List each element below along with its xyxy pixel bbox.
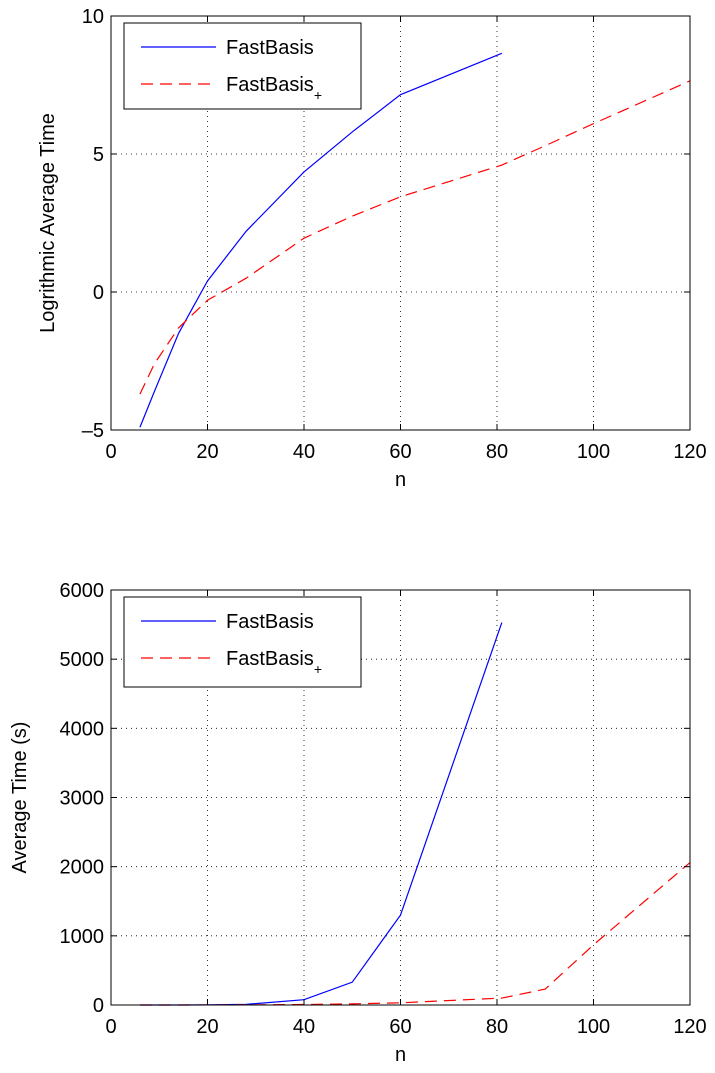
x-tick-label: 100 xyxy=(577,441,610,463)
y-tick-label: 5 xyxy=(93,144,104,166)
y-tick-label: 3000 xyxy=(60,788,105,810)
y-tick-label: 10 xyxy=(82,6,104,28)
legend-label-subscript: + xyxy=(314,661,322,677)
legend-label-1: FastBasis xyxy=(226,611,314,633)
series-line-1 xyxy=(139,52,503,428)
x-tick-label: 100 xyxy=(577,1016,610,1038)
y-tick-label: 2000 xyxy=(60,857,105,879)
y-tick-label: 5000 xyxy=(60,649,105,671)
chart-2: 0 20 40 60 80 100 120 0 1000 2000 3000 4000 5000 6000… xyxy=(9,580,707,1066)
x-tick-label: 40 xyxy=(293,441,315,463)
x-tick-label: 120 xyxy=(673,441,706,463)
legend-box xyxy=(123,596,362,688)
legend-label-subscript: + xyxy=(314,87,322,103)
y-tick-label: 1000 xyxy=(60,926,105,948)
x-tick-label: 120 xyxy=(673,1016,706,1038)
gridlines xyxy=(111,590,690,1005)
x-axis-label: n xyxy=(395,1044,406,1066)
x-tick-label: 40 xyxy=(293,1016,315,1038)
series-line-2 xyxy=(139,80,691,395)
y-tick-label: 4000 xyxy=(60,718,105,740)
x-tick-label: 80 xyxy=(486,441,508,463)
series-line-2 xyxy=(139,862,691,1006)
x-tick-label: 0 xyxy=(105,1016,116,1038)
x-tick-label: 20 xyxy=(196,1016,218,1038)
y-axis-label: Logrithmic Average Time xyxy=(37,113,59,333)
x-tick-label: 60 xyxy=(389,1016,411,1038)
y-tick-label: 6000 xyxy=(60,580,105,602)
x-tick-label: 20 xyxy=(196,441,218,463)
y-tick-label: –5 xyxy=(82,420,104,442)
x-axis-label: n xyxy=(395,469,406,491)
legend-box xyxy=(123,22,362,110)
y-tick-label: 0 xyxy=(93,282,104,304)
x-tick-label: 60 xyxy=(389,441,411,463)
legend-label-1: FastBasis xyxy=(226,37,314,59)
y-tick-label: 0 xyxy=(93,995,104,1017)
x-tick-label: 0 xyxy=(105,441,116,463)
gridlines xyxy=(111,16,690,430)
x-tick-label: 80 xyxy=(486,1016,508,1038)
y-axis-label: Average Time (s) xyxy=(9,722,31,874)
